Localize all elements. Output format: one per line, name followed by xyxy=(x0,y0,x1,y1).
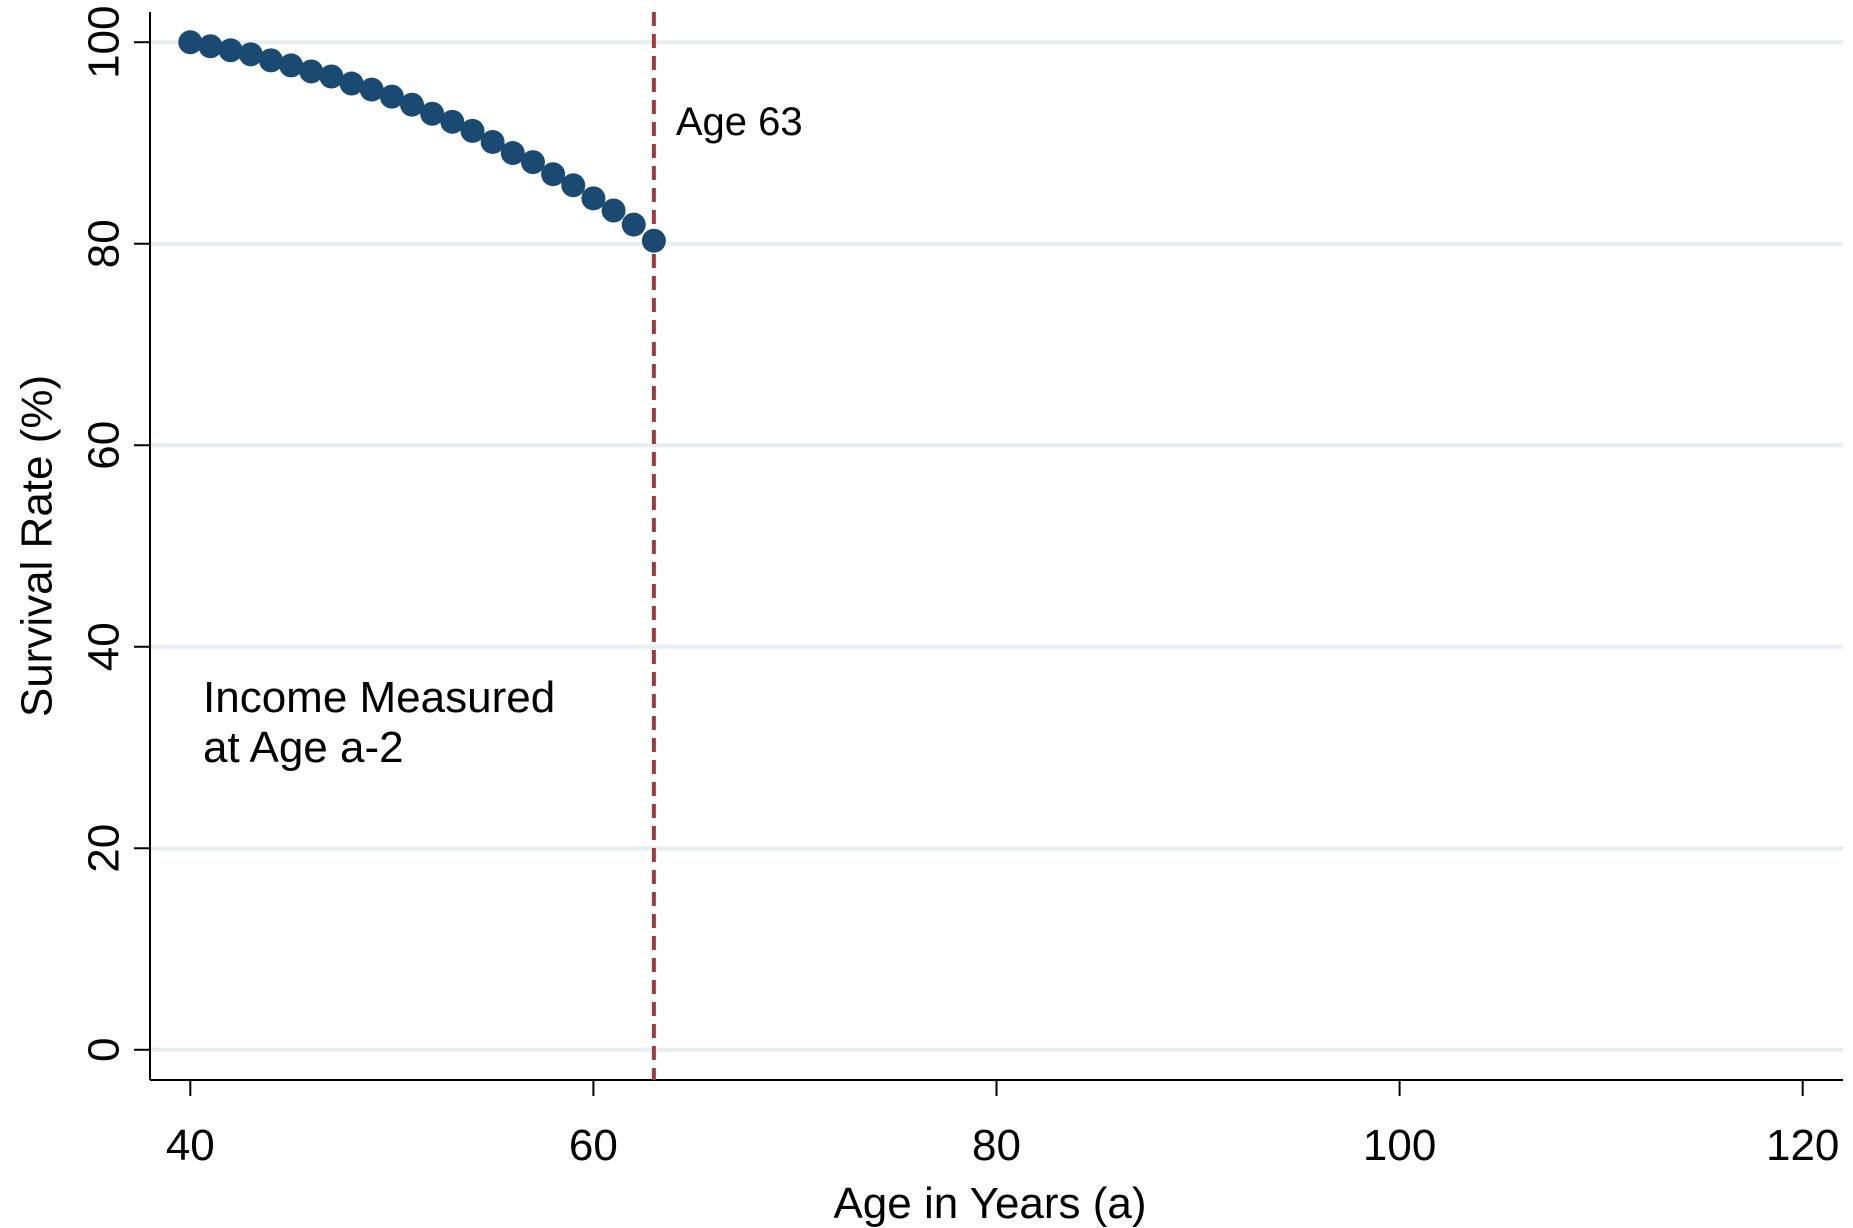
y-axis-ticks: 0 20 40 60 80 100 xyxy=(80,6,150,1062)
data-point xyxy=(400,92,425,117)
annotation-line-1: Income Measured xyxy=(203,673,555,722)
reference-line-label: Age 63 xyxy=(676,100,803,144)
data-point xyxy=(641,228,666,253)
y-tick-label: 20 xyxy=(80,824,129,873)
data-point xyxy=(178,30,203,55)
y-tick-label: 60 xyxy=(80,421,129,470)
axes xyxy=(149,12,1843,1081)
data-point xyxy=(299,59,324,84)
data-point xyxy=(480,129,505,154)
grid-lines xyxy=(150,40,1843,1052)
data-point xyxy=(420,101,445,126)
data-point xyxy=(319,64,344,89)
data-point xyxy=(500,141,525,166)
data-points xyxy=(178,30,666,253)
data-point xyxy=(621,212,646,237)
x-tick-label: 80 xyxy=(972,1121,1021,1170)
x-tick-label: 40 xyxy=(166,1121,215,1170)
x-axis-title: Age in Years (a) xyxy=(833,1179,1146,1228)
y-tick-label: 100 xyxy=(80,6,129,79)
y-tick-label: 80 xyxy=(80,219,129,268)
x-tick-label: 60 xyxy=(569,1121,618,1170)
x-tick-label: 120 xyxy=(1766,1121,1839,1170)
data-point xyxy=(601,198,626,223)
data-point xyxy=(379,84,404,109)
x-tick-label: 100 xyxy=(1363,1121,1436,1170)
data-point xyxy=(279,53,304,78)
y-axis-title: Survival Rate (%) xyxy=(13,375,62,717)
data-point xyxy=(561,173,586,198)
y-tick-label: 40 xyxy=(80,622,129,671)
data-point xyxy=(198,34,223,59)
data-point xyxy=(339,71,364,96)
data-point xyxy=(520,150,545,175)
data-point xyxy=(258,48,283,73)
annotation-line-2: at Age a-2 xyxy=(203,723,404,772)
data-point xyxy=(541,162,566,187)
data-point xyxy=(581,186,606,211)
data-point xyxy=(359,77,384,102)
data-point xyxy=(238,42,263,67)
data-point xyxy=(218,38,243,63)
data-point xyxy=(440,109,465,134)
x-axis-ticks: 40 60 80 100 120 xyxy=(166,1080,1839,1170)
data-point xyxy=(460,118,485,143)
y-tick-label: 0 xyxy=(80,1038,129,1062)
